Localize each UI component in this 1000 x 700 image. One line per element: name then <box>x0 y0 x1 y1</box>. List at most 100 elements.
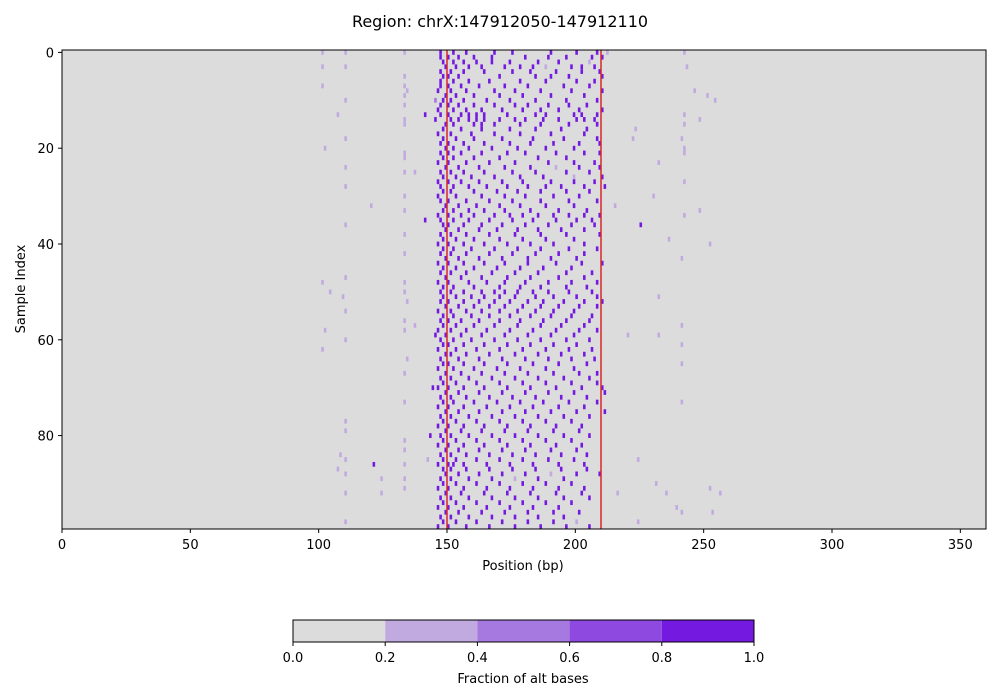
heatmap-cell <box>447 404 450 410</box>
heatmap-cell <box>477 471 481 477</box>
heatmap-cell <box>444 275 447 280</box>
heatmap-cell <box>447 141 450 146</box>
heatmap-cell <box>601 107 604 113</box>
heatmap-cell <box>485 327 489 333</box>
heatmap-cell <box>557 107 560 113</box>
heatmap-cell <box>529 241 532 247</box>
heatmap-cell <box>452 313 455 319</box>
heatmap-cell <box>583 227 586 233</box>
heatmap-cell <box>439 184 442 189</box>
heatmap-cell <box>547 222 550 228</box>
heatmap-cell <box>462 260 465 266</box>
heatmap-cell <box>524 222 527 228</box>
y-axis: 0 20 40 60 80 <box>37 46 62 445</box>
heatmap-cell <box>521 418 524 424</box>
heatmap-cell <box>565 337 568 343</box>
heatmap-cell <box>567 102 571 108</box>
heatmap-cell <box>565 284 568 290</box>
heatmap-cell <box>467 145 471 151</box>
heatmap-cell <box>462 404 465 410</box>
heatmap-cell <box>683 179 686 185</box>
heatmap-cell <box>549 313 553 319</box>
heatmap-cell <box>447 54 450 60</box>
heatmap-cell <box>488 313 491 319</box>
heatmap-cell <box>634 126 637 132</box>
heatmap-cell <box>336 466 340 472</box>
heatmap-cell <box>583 485 586 491</box>
heatmap-cell <box>565 54 568 60</box>
heatmap-cell <box>562 375 566 381</box>
heatmap-cell <box>441 208 445 213</box>
colorbar-tick-label: 0.2 <box>375 651 396 666</box>
heatmap-cell <box>565 232 568 237</box>
heatmap-cell <box>452 121 455 127</box>
heatmap-cell <box>680 136 684 142</box>
heatmap-cell <box>570 418 573 424</box>
heatmap-cell <box>403 447 406 453</box>
heatmap-cell <box>470 294 473 300</box>
heatmap-cell <box>521 481 524 486</box>
heatmap-cell <box>503 64 507 70</box>
heatmap-cell <box>344 457 347 462</box>
heatmap-cell <box>482 69 486 74</box>
heatmap-cell <box>493 121 496 127</box>
heatmap-cell <box>447 198 450 204</box>
heatmap-cell <box>459 212 463 218</box>
heatmap-cells <box>321 50 722 529</box>
heatmap-cell <box>449 495 453 501</box>
heatmap-cell <box>575 255 578 261</box>
heatmap-cell <box>531 136 535 142</box>
heatmap-cell <box>449 466 453 472</box>
heatmap-cell <box>467 414 471 419</box>
heatmap-cell <box>403 93 406 98</box>
heatmap-cell <box>657 160 661 165</box>
heatmap-cell <box>567 289 571 295</box>
heatmap-cell <box>454 236 458 242</box>
heatmap-cell <box>441 188 445 194</box>
heatmap-cell <box>403 117 406 122</box>
heatmap-cell <box>539 323 542 328</box>
heatmap-cell <box>321 50 324 55</box>
heatmap-cell <box>526 102 530 108</box>
heatmap-cell <box>462 69 465 74</box>
heatmap-cell <box>447 179 450 185</box>
heatmap-cell <box>323 327 327 333</box>
heatmap-cell <box>534 308 537 314</box>
heatmap-cell <box>516 308 519 314</box>
heatmap-cell <box>559 184 563 189</box>
heatmap-cell <box>498 73 501 79</box>
heatmap-cell <box>480 308 483 314</box>
heatmap-cell <box>601 88 604 94</box>
heatmap-cell <box>706 93 709 98</box>
heatmap-cell <box>482 294 486 300</box>
heatmap-cell <box>462 59 465 65</box>
heatmap-cell <box>554 327 558 333</box>
heatmap-cell <box>531 404 535 410</box>
heatmap-cell <box>547 356 550 362</box>
heatmap-cell <box>557 303 560 309</box>
heatmap-cell <box>565 270 568 276</box>
heatmap-cell <box>447 150 450 156</box>
heatmap-cell <box>508 59 512 65</box>
heatmap-cell <box>698 208 702 213</box>
heatmap-cell <box>452 145 455 151</box>
heatmap-cell <box>508 141 512 146</box>
heatmap-cell <box>482 442 486 448</box>
heatmap-cell <box>403 476 406 482</box>
heatmap-cell <box>521 380 524 386</box>
heatmap-cell <box>518 265 522 271</box>
heatmap-cell <box>444 390 447 395</box>
heatmap-cell <box>441 342 445 347</box>
heatmap-cell <box>554 385 558 391</box>
heatmap-cell <box>590 289 594 295</box>
heatmap-cell <box>503 509 507 515</box>
heatmap-cell <box>467 514 471 520</box>
heatmap-cell <box>454 437 458 443</box>
heatmap-cell <box>565 97 568 103</box>
heatmap-cell <box>593 160 596 165</box>
heatmap-cell <box>498 117 501 122</box>
heatmap-cell <box>531 361 535 367</box>
heatmap-cell <box>585 208 589 213</box>
heatmap-cell <box>531 461 535 467</box>
heatmap-cell <box>552 342 555 347</box>
